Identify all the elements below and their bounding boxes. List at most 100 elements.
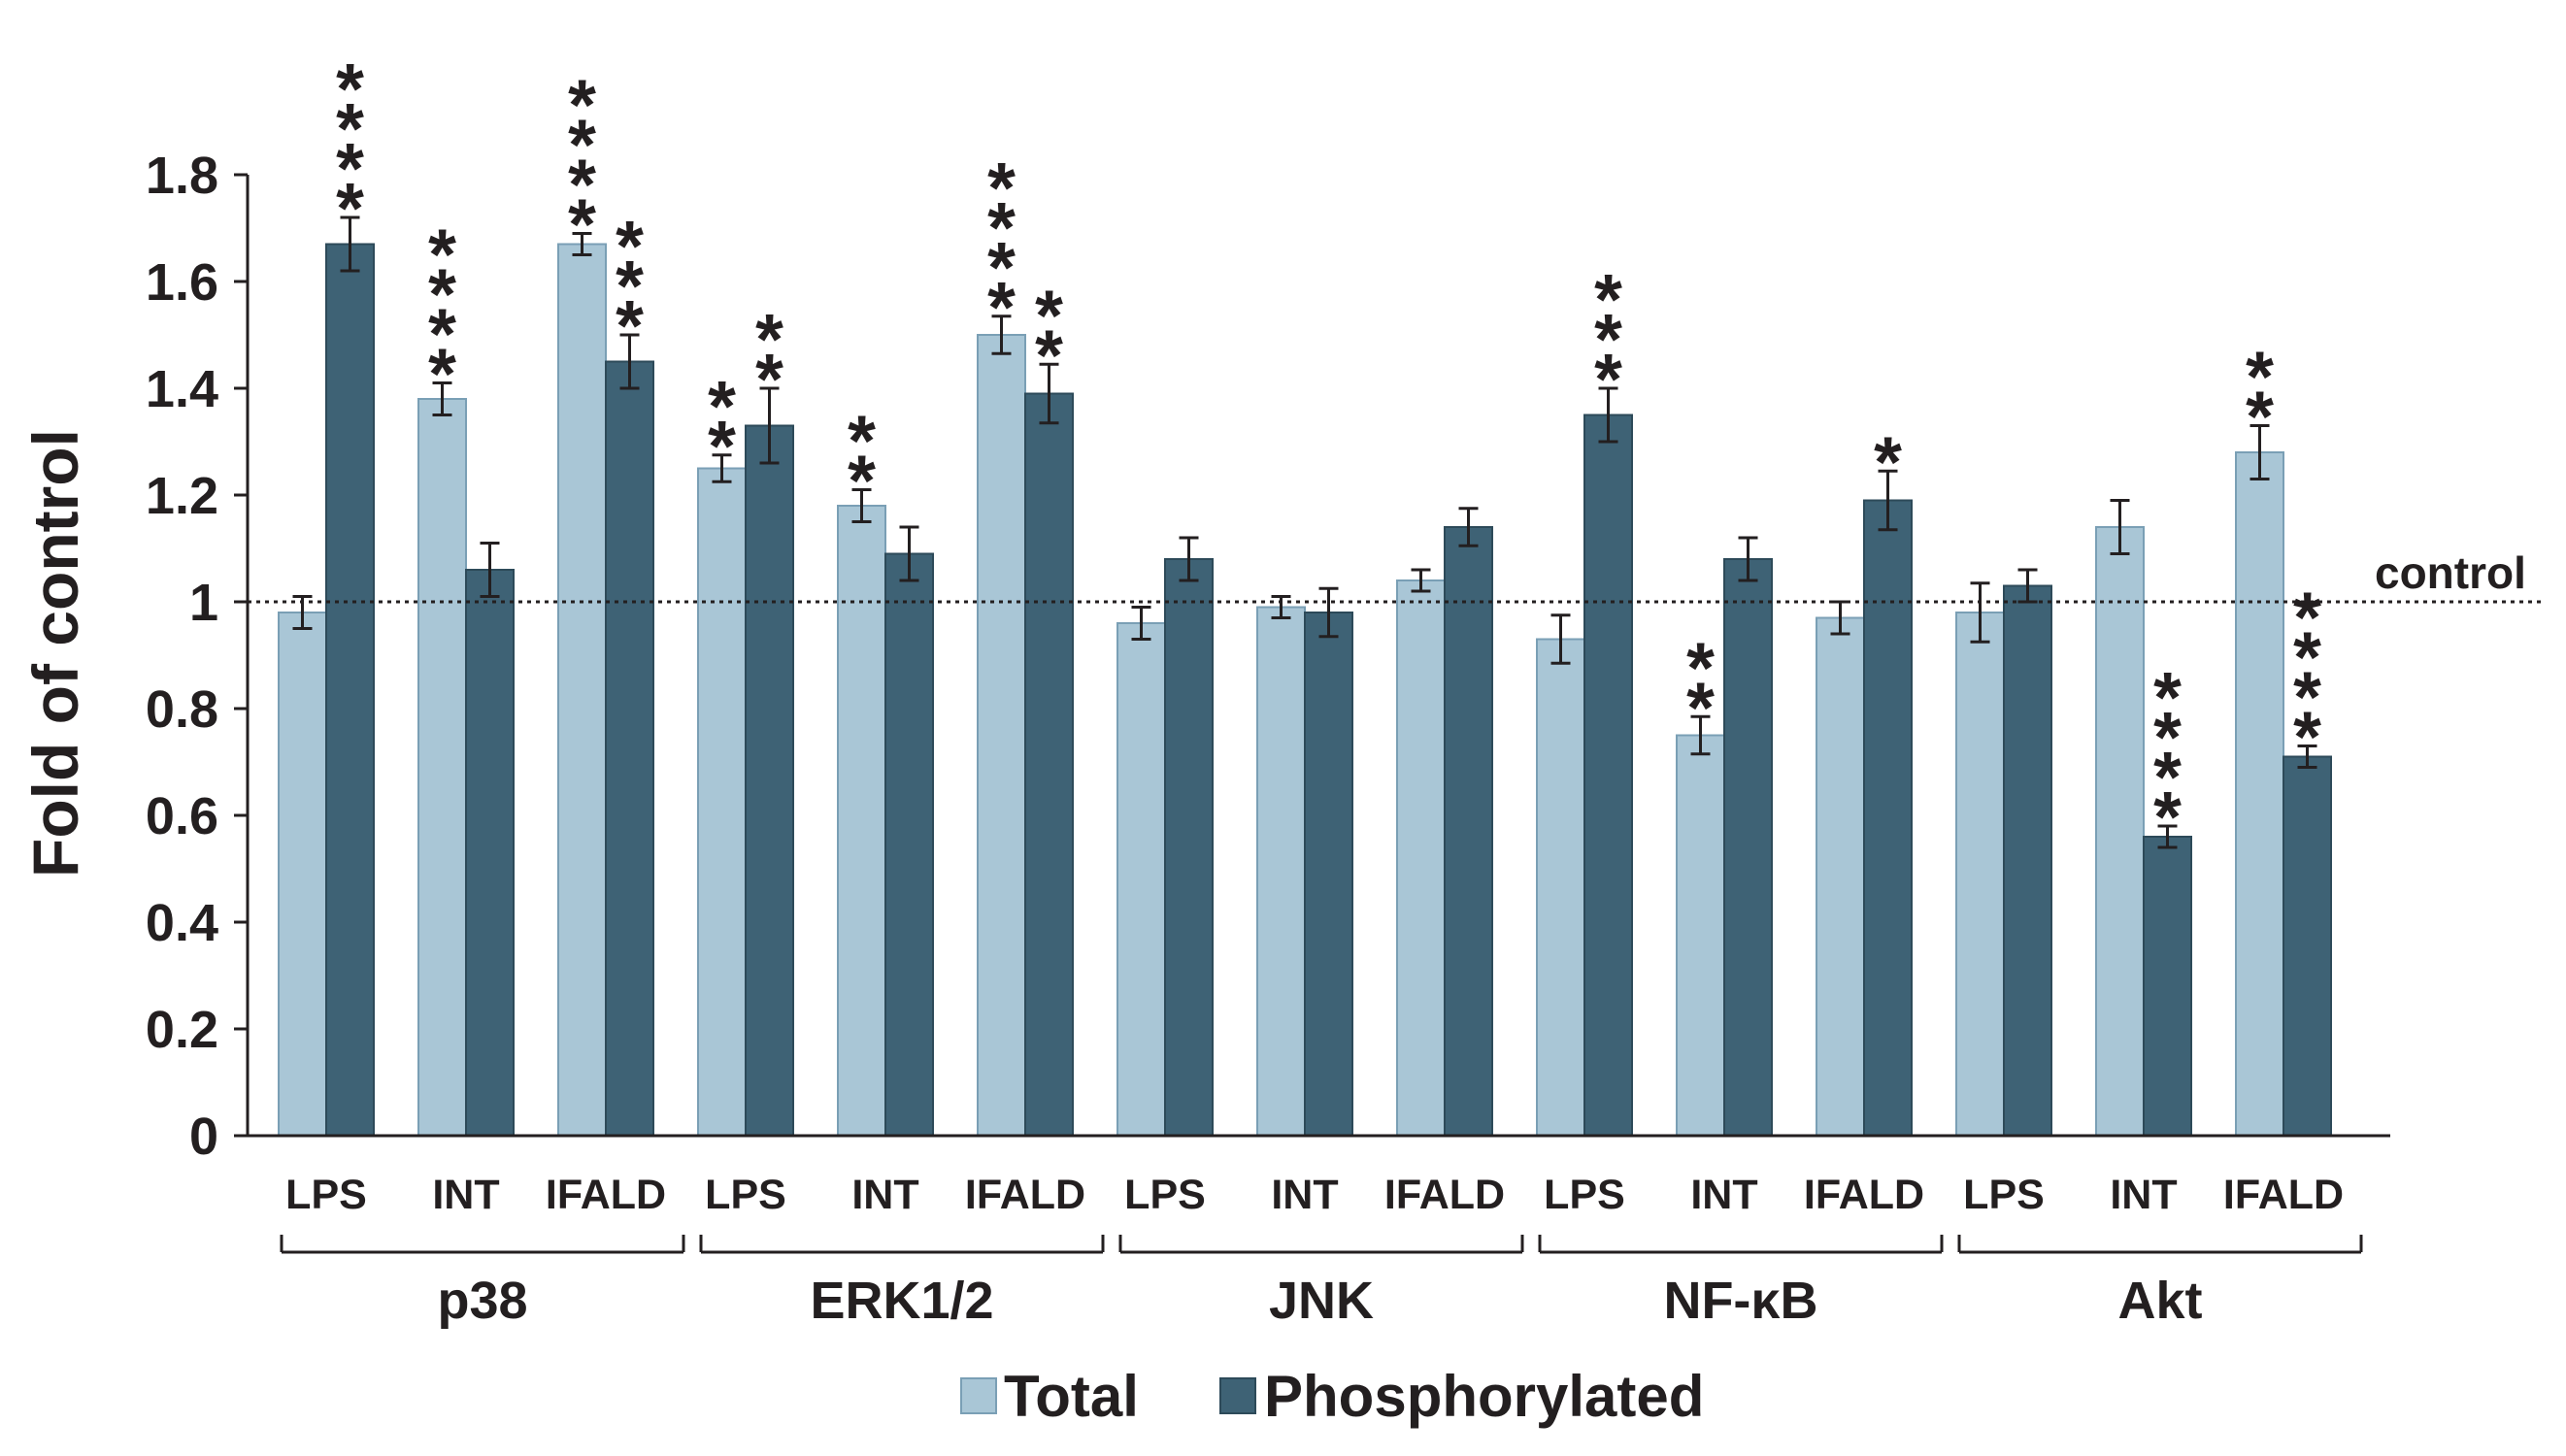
significance-star: * [2246,377,2274,457]
significance-star: * [1686,667,1715,747]
error-bar-phosphorylated-p38-lps [340,215,360,273]
significance-star: * [2153,657,2182,738]
error-bar-phosphorylated-jnk-ifald [1458,507,1479,547]
significance-star: * [1686,627,1715,708]
significance-total-p38-ifald: **** [568,65,596,265]
significance-phosphorylated-erk1-2-lps: ** [755,299,783,419]
significance-phosphorylated-akt-ifald: **** [2293,578,2321,778]
group-bracket-nf-b [1538,1235,1944,1254]
legend-swatch-phosphorylated [1219,1377,1256,1414]
error-bar-phosphorylated-jnk-lps [1179,536,1199,582]
significance-star: * [428,294,456,375]
y-tick-label-0-6: 0.6 [146,787,218,845]
bar-phosphorylated-akt-int [2143,836,2192,1137]
bar-phosphorylated-nf-b-lps [1583,414,1633,1137]
significance-star: * [2246,337,2274,417]
significance-star: * [336,88,364,169]
significance-star: * [708,366,736,447]
significance-star: * [1035,314,1063,395]
error-bar-phosphorylated-akt-ifald [2297,745,2317,769]
error-bar-total-akt-int [2110,499,2130,555]
error-bar-phosphorylated-erk1-2-ifald [1039,362,1059,425]
significance-total-erk1-2-lps: ** [708,366,736,486]
reference-line-group: control [248,547,2544,604]
category-label-jnk-int: INT [1271,1172,1338,1218]
bar-phosphorylated-nf-b-ifald [1863,499,1913,1137]
significance-phosphorylated-erk1-2-ifald: ** [1035,275,1063,395]
significance-total-erk1-2-int: ** [848,401,876,521]
bar-total-erk1-2-int [837,505,886,1137]
bar-phosphorylated-jnk-int [1304,612,1353,1137]
error-bars-layer [292,215,2317,849]
significance-star: * [428,215,456,295]
bar-phosphorylated-p38-ifald [605,360,654,1137]
category-label-akt-lps: LPS [1963,1172,2045,1218]
y-tick-label-0-8: 0.8 [146,680,218,739]
bar-phosphorylated-jnk-ifald [1444,526,1493,1137]
bar-phosphorylated-erk1-2-lps [745,424,794,1137]
bar-total-nf-b-lps [1536,638,1585,1137]
significance-star: * [848,441,876,521]
axes-layer: 0 0.2 0.4 0.6 0.8 1 1.2 1.4 1.6 1.8 [146,147,2390,1166]
significance-star: * [2153,697,2182,778]
error-bar-total-erk1-2-int [851,488,872,523]
significance-star: * [987,187,1016,268]
bar-total-nf-b-int [1676,734,1725,1137]
category-labels-layer: LPS INT IFALD LPS INT IFALD LPS INT IFALD LPS INT I… [280,1172,2363,1330]
significance-star: * [2153,777,2182,857]
error-bar-phosphorylated-nf-b-int [1738,536,1758,582]
category-label-nf-b-ifald: IFALD [1804,1172,1924,1218]
group-label-akt: Akt [2117,1272,2202,1330]
significance-star: * [755,299,783,380]
significance-star: * [336,128,364,209]
significance-star: * [336,168,364,248]
y-tick-label-0-4: 0.4 [146,894,218,952]
y-tick-label-1-6: 1.6 [146,253,218,312]
control-reference-label: control [2375,547,2526,598]
error-bar-total-akt-lps [1970,581,1990,644]
bar-total-akt-lps [1955,612,2005,1137]
significance-total-akt-ifald: ** [2246,337,2274,457]
significance-star: * [336,49,364,129]
category-label-p38-int: INT [432,1172,499,1218]
significance-phosphorylated-p38-lps: **** [336,49,364,248]
bar-phosphorylated-akt-ifald [2283,755,2332,1137]
bar-total-akt-ifald [2235,451,2284,1137]
group-label-nf-b: NF-κB [1663,1272,1817,1330]
bar-phosphorylated-p38-int [465,569,515,1137]
y-tick-label-1-8: 1.8 [146,147,218,205]
category-label-erk1-2-lps: LPS [705,1172,786,1218]
group-label-p38: p38 [437,1272,527,1330]
significance-star: * [987,227,1016,308]
error-bar-phosphorylated-akt-lps [2017,568,2038,604]
error-bar-total-erk1-2-ifald [991,314,1012,355]
bar-phosphorylated-nf-b-int [1723,558,1773,1137]
significance-total-p38-int: **** [428,215,456,414]
significance-star: * [848,401,876,481]
significance-star: * [1874,421,1902,502]
significance-phosphorylated-nf-b-lps: *** [1594,259,1622,419]
legend-label-phosphorylated: Phosphorylated [1264,1364,1704,1429]
bars-layer [278,243,2332,1137]
y-tick-label-1-2: 1.2 [146,467,218,525]
significance-star: * [1594,299,1622,380]
y-tick-label-1: 1 [189,574,218,632]
significance-phosphorylated-p38-ifald: *** [616,206,644,366]
significance-total-erk1-2-ifald: **** [987,148,1016,347]
group-label-jnk: JNK [1269,1272,1374,1330]
error-bar-total-jnk-lps [1131,606,1151,641]
category-label-erk1-2-int: INT [851,1172,918,1218]
error-bar-total-nf-b-lps [1550,613,1571,665]
significance-star: * [568,184,596,265]
significance-star: * [2293,578,2321,658]
bar-total-jnk-lps [1116,622,1166,1137]
bar-total-p38-lps [278,612,327,1137]
error-bar-total-akt-ifald [2249,424,2270,480]
legend-label-total: Total [1004,1364,1139,1429]
error-bar-total-p38-ifald [572,232,592,256]
significance-star: * [428,254,456,335]
error-bar-phosphorylated-p38-int [480,542,500,598]
bar-total-akt-int [2095,526,2145,1137]
